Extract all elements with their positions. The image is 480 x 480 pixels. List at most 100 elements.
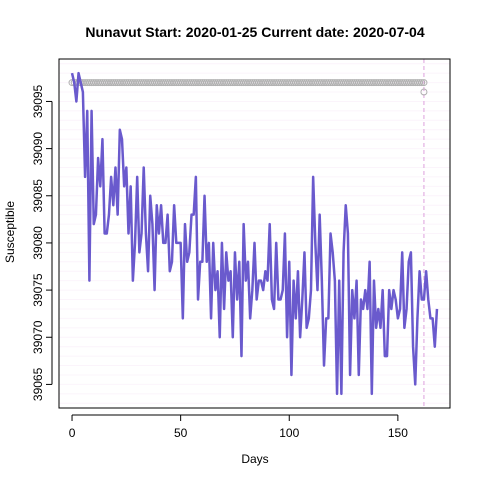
reference-point xyxy=(261,79,269,87)
y-tick-label: 39065 xyxy=(31,367,45,401)
reference-point xyxy=(179,79,187,87)
reference-point xyxy=(355,79,363,87)
reference-point xyxy=(390,79,398,87)
reference-point xyxy=(159,79,167,87)
reference-point xyxy=(290,79,298,87)
reference-point xyxy=(129,79,137,87)
reference-point xyxy=(257,79,265,87)
reference-point xyxy=(188,79,196,87)
reference-point xyxy=(216,79,224,87)
axes-layer: 0 50 100 150 39065 39070 39075 39080 39085 39090 3… xyxy=(31,84,408,440)
reference-point xyxy=(183,79,191,87)
reference-point xyxy=(348,79,356,87)
reference-point xyxy=(307,79,315,87)
reference-point xyxy=(131,79,139,87)
reference-point xyxy=(98,79,106,87)
y-tick-label: 39085 xyxy=(31,179,45,213)
reference-point xyxy=(316,79,324,87)
reference-point xyxy=(346,79,354,87)
x-tick-label: 50 xyxy=(174,426,188,440)
reference-point xyxy=(138,79,146,87)
reference-point xyxy=(253,79,261,87)
reference-point xyxy=(292,79,300,87)
reference-point xyxy=(207,79,215,87)
reference-point xyxy=(296,79,304,87)
reference-point xyxy=(413,79,421,87)
reference-point xyxy=(366,79,374,87)
reference-point xyxy=(313,79,321,87)
reference-point xyxy=(311,79,319,87)
reference-point xyxy=(111,79,119,87)
reference-point xyxy=(368,79,376,87)
reference-point xyxy=(209,79,217,87)
reference-point xyxy=(205,79,213,87)
reference-point xyxy=(270,79,278,87)
reference-point xyxy=(379,79,387,87)
reference-point xyxy=(372,79,380,87)
reference-point xyxy=(403,79,411,87)
reference-point xyxy=(283,79,291,87)
series-layer xyxy=(70,71,439,396)
reference-point xyxy=(83,79,91,87)
reference-point xyxy=(125,79,133,87)
reference-point xyxy=(246,79,254,87)
reference-point xyxy=(235,79,243,87)
chart-title: Nunavut Start: 2020-01-25 Current date: … xyxy=(85,24,424,40)
reference-point xyxy=(170,79,178,87)
series-line xyxy=(70,71,439,396)
reference-point xyxy=(211,79,219,87)
reference-point xyxy=(231,79,239,87)
reference-point xyxy=(350,79,358,87)
reference-point xyxy=(203,79,211,87)
reference-point xyxy=(168,79,176,87)
reference-points-layer xyxy=(68,79,428,96)
reference-point xyxy=(361,79,369,87)
reference-point xyxy=(309,79,317,87)
reference-point xyxy=(392,79,400,87)
reference-point xyxy=(398,79,406,87)
y-tick-label: 39090 xyxy=(31,132,45,166)
reference-point xyxy=(122,79,130,87)
reference-point xyxy=(407,79,415,87)
reference-point xyxy=(287,79,295,87)
reference-point xyxy=(266,79,274,87)
reference-point xyxy=(174,79,182,87)
y-tick-label: 39070 xyxy=(31,320,45,354)
reference-point xyxy=(342,79,350,87)
reference-point xyxy=(114,79,122,87)
reference-point xyxy=(172,79,180,87)
reference-point xyxy=(409,79,417,87)
reference-point xyxy=(285,79,293,87)
reference-point xyxy=(88,79,96,87)
reference-point xyxy=(161,79,169,87)
reference-point xyxy=(109,79,117,87)
reference-point xyxy=(181,79,189,87)
reference-point xyxy=(94,79,102,87)
reference-point xyxy=(281,79,289,87)
reference-point xyxy=(101,79,109,87)
reference-point xyxy=(151,79,159,87)
background-grid xyxy=(59,63,450,404)
reference-point xyxy=(229,79,237,87)
reference-point xyxy=(105,79,113,87)
reference-point xyxy=(133,79,141,87)
reference-point xyxy=(198,79,206,87)
y-tick-label: 39075 xyxy=(31,273,45,307)
reference-point xyxy=(363,79,371,87)
y-tick-label: 39080 xyxy=(31,226,45,260)
reference-point xyxy=(420,79,428,87)
reference-point xyxy=(148,79,156,87)
reference-point xyxy=(146,79,154,87)
reference-point xyxy=(329,79,337,87)
reference-point xyxy=(383,79,391,87)
plot-frame xyxy=(58,58,451,409)
reference-point xyxy=(381,79,389,87)
reference-point xyxy=(142,79,150,87)
reference-point xyxy=(194,79,202,87)
reference-point xyxy=(405,79,413,87)
reference-point xyxy=(224,79,232,87)
reference-point xyxy=(322,79,330,87)
reference-point xyxy=(259,79,267,87)
reference-point xyxy=(248,79,256,87)
